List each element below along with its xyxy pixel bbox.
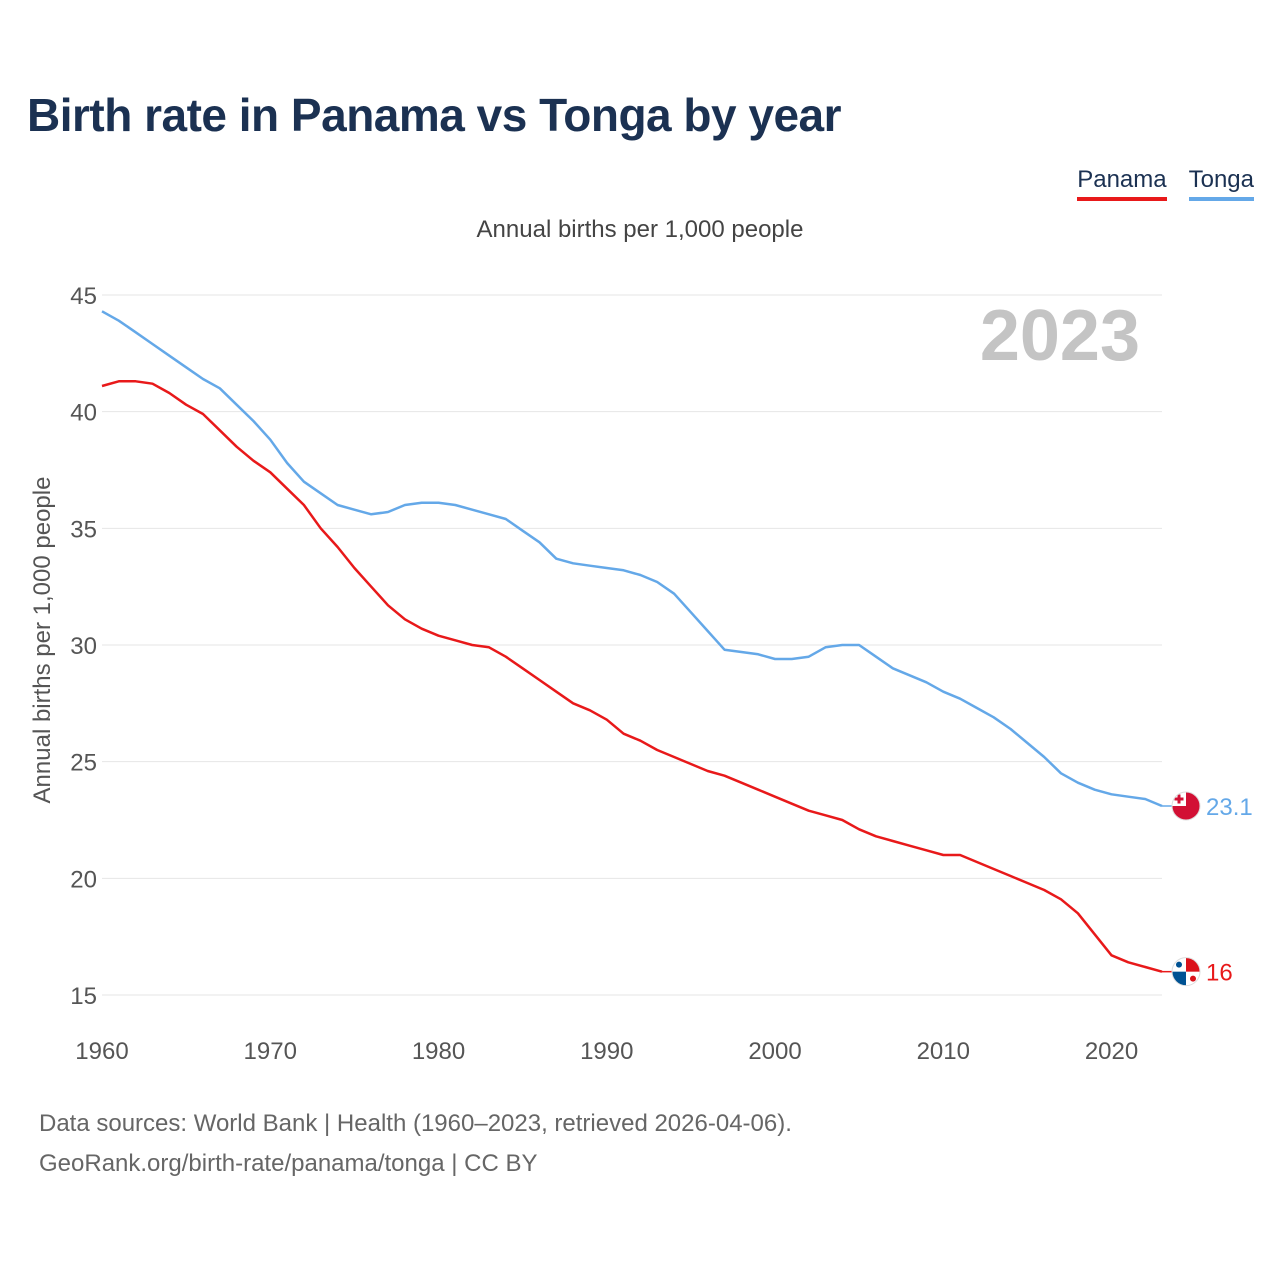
y-axis-ticks: 15 20 25 30 35 40 45	[70, 283, 97, 1010]
series-line-tonga	[101, 310, 1163, 808]
chart-subtitle: Annual births per 1,000 people	[476, 216, 804, 243]
legend-item-panama[interactable]: Panama	[1077, 166, 1167, 201]
x-tick-label: 2020	[1085, 1038, 1138, 1065]
x-tick-label: 2010	[917, 1038, 970, 1065]
series-line-panama	[101, 380, 1163, 973]
legend: Panama Tonga	[1077, 166, 1254, 201]
y-tick-label: 35	[70, 516, 97, 543]
y-tick-label: 40	[70, 400, 97, 427]
legend-item-tonga[interactable]: Tonga	[1188, 166, 1254, 201]
series-lines	[101, 310, 1163, 973]
current-year-label: 2023	[980, 296, 1140, 376]
y-axis-label: Annual births per 1,000 people	[29, 477, 56, 804]
tonga-flag-icon	[1171, 791, 1201, 821]
data-source-text: Data sources: World Bank | Health (1960–…	[39, 1110, 792, 1137]
page-title: Birth rate in Panama vs Tonga by year	[27, 89, 842, 141]
y-tick-label: 25	[70, 750, 97, 777]
x-tick-label: 1960	[75, 1038, 128, 1065]
x-tick-label: 1990	[580, 1038, 633, 1065]
footer: Data sources: World Bank | Health (1960–…	[39, 1104, 792, 1184]
y-tick-label: 45	[70, 283, 97, 310]
x-tick-label: 2000	[748, 1038, 801, 1065]
y-tick-label: 30	[70, 633, 97, 660]
end-markers: 16 23.1	[1162, 791, 1253, 987]
x-tick-label: 1980	[412, 1038, 465, 1065]
x-axis-ticks: 1960 1970 1980 1990 2000 2010 2020	[75, 1038, 1138, 1065]
grid-lines	[102, 294, 1162, 996]
y-tick-label: 20	[70, 866, 97, 893]
end-value-label-tonga: 23.1	[1206, 794, 1253, 821]
panama-flag-icon	[1171, 957, 1201, 987]
source-url-text: GeoRank.org/birth-rate/panama/tonga | CC…	[39, 1150, 538, 1177]
y-tick-label: 15	[70, 983, 97, 1010]
x-tick-label: 1970	[244, 1038, 297, 1065]
end-value-label-panama: 16	[1206, 960, 1233, 987]
